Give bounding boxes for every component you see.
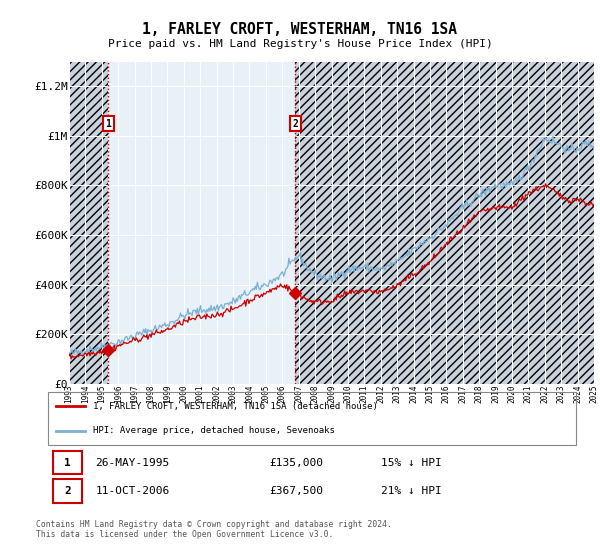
Text: 11-OCT-2006: 11-OCT-2006 [95, 486, 170, 496]
Text: 15% ↓ HPI: 15% ↓ HPI [380, 458, 442, 468]
Text: Price paid vs. HM Land Registry's House Price Index (HPI): Price paid vs. HM Land Registry's House … [107, 39, 493, 49]
Text: £367,500: £367,500 [270, 486, 324, 496]
Text: 1, FARLEY CROFT, WESTERHAM, TN16 1SA (detached house): 1, FARLEY CROFT, WESTERHAM, TN16 1SA (de… [93, 402, 378, 411]
Text: Contains HM Land Registry data © Crown copyright and database right 2024.
This d: Contains HM Land Registry data © Crown c… [36, 520, 392, 539]
Text: HPI: Average price, detached house, Sevenoaks: HPI: Average price, detached house, Seve… [93, 426, 335, 435]
Text: 1, FARLEY CROFT, WESTERHAM, TN16 1SA: 1, FARLEY CROFT, WESTERHAM, TN16 1SA [143, 22, 458, 38]
Bar [69, 62, 109, 384]
Text: 26-MAY-1995: 26-MAY-1995 [95, 458, 170, 468]
Bar [53, 451, 82, 474]
Text: 21% ↓ HPI: 21% ↓ HPI [380, 486, 442, 496]
Text: 1: 1 [64, 458, 71, 468]
Text: 2: 2 [64, 486, 71, 496]
Text: 2: 2 [292, 119, 298, 129]
Text: £135,000: £135,000 [270, 458, 324, 468]
Bar [53, 479, 82, 503]
Bar [295, 62, 594, 384]
Text: 1: 1 [106, 119, 112, 129]
